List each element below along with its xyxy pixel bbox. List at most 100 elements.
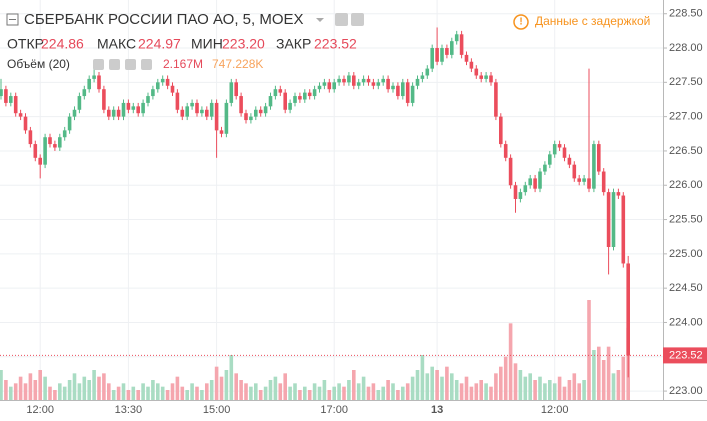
candle-body <box>38 157 42 165</box>
volume-bar <box>366 386 371 400</box>
volume-bar <box>425 373 430 400</box>
y-tick-label: 228.00 <box>669 42 703 54</box>
volume-bar <box>23 383 28 400</box>
volume-bar <box>616 370 621 400</box>
volume-bar <box>499 366 503 400</box>
candle-body <box>425 68 430 76</box>
volume-bar <box>175 376 180 400</box>
volume-bar <box>587 300 591 400</box>
volume-bar <box>288 386 292 400</box>
volume-eye-icon[interactable] <box>93 59 104 70</box>
close-label: ЗАКР <box>276 36 311 52</box>
y-tick-label: 224.50 <box>669 282 703 294</box>
volume-bar <box>518 370 523 400</box>
candle-body <box>611 192 616 247</box>
volume-bar <box>342 386 346 400</box>
candle-body <box>474 68 479 76</box>
volume-bar <box>92 370 96 400</box>
candle-body <box>587 178 591 189</box>
candle-body <box>606 192 611 247</box>
candle-body <box>508 157 513 186</box>
candle-body <box>33 144 38 158</box>
volume-bar <box>48 386 52 400</box>
volume-bar <box>327 390 332 400</box>
candle-body <box>489 75 493 83</box>
volume-bar <box>82 376 87 400</box>
candle-body <box>67 116 72 131</box>
volume-title: Объём (20) <box>7 57 70 71</box>
candle-body <box>62 130 67 138</box>
candle-body <box>459 34 464 55</box>
candle-body <box>263 106 268 114</box>
volume-bar <box>513 363 518 400</box>
volume-bar <box>234 373 238 400</box>
eye-icon[interactable] <box>335 13 348 26</box>
volume-bar <box>209 380 214 400</box>
candle-body <box>9 96 13 103</box>
volume-settings-icon[interactable] <box>109 59 120 70</box>
candle-body <box>254 109 258 117</box>
volume-bar <box>312 383 317 400</box>
candle-body <box>156 82 160 90</box>
volume-bar <box>459 383 464 400</box>
open-label: ОТКР <box>7 36 44 52</box>
high-value: 224.97 <box>138 36 181 52</box>
candle-body <box>48 137 52 145</box>
volume-bar <box>303 386 307 400</box>
volume-bar <box>440 376 444 400</box>
x-tick-label: 12:00 <box>541 404 569 416</box>
collapse-icon[interactable] <box>6 13 19 26</box>
candle-body <box>503 144 508 158</box>
volume-bar <box>224 370 229 400</box>
volume-bar <box>107 383 111 400</box>
volume-remove-icon[interactable] <box>141 59 152 70</box>
volume-bar <box>352 370 356 400</box>
volume-bar <box>567 380 572 400</box>
candle-body <box>523 185 528 193</box>
last-price-box <box>663 347 707 364</box>
candle-body <box>249 116 253 121</box>
candle-body <box>234 82 238 97</box>
volume-bar <box>185 390 189 400</box>
candle-body <box>116 109 121 117</box>
candle-body <box>533 178 537 189</box>
settings-icon[interactable] <box>351 13 364 26</box>
candle-body <box>557 144 562 148</box>
candle-body <box>494 82 498 117</box>
volume-bar <box>469 386 474 400</box>
candle-body <box>322 82 327 86</box>
candle-body <box>616 192 621 196</box>
candle-body <box>185 106 189 117</box>
y-tick-label: 225.00 <box>669 248 703 260</box>
volume-bar <box>244 383 248 400</box>
volume-bar <box>401 386 405 400</box>
volume-bar <box>249 386 253 400</box>
candle-body <box>214 102 219 131</box>
volume-bar <box>317 386 322 400</box>
volume-bar <box>0 370 3 400</box>
candle-body <box>415 78 420 86</box>
candle-body <box>337 78 341 83</box>
candle-body <box>513 185 518 199</box>
y-tick-label: 228.50 <box>669 8 703 20</box>
volume-bar <box>239 380 243 400</box>
y-tick-label: 223.00 <box>669 385 703 397</box>
x-tick-label: 12:00 <box>26 404 54 416</box>
volume-bar <box>371 383 376 400</box>
marks <box>0 27 663 400</box>
volume-bar <box>356 383 361 400</box>
candle-body <box>180 109 185 117</box>
candle-body <box>18 113 23 117</box>
dropdown-icon[interactable] <box>316 18 324 22</box>
candle-body <box>626 263 630 356</box>
y-tick-label: 227.00 <box>669 111 703 123</box>
volume-bar <box>582 380 586 400</box>
volume-bar <box>386 380 390 400</box>
volume-bar <box>332 386 336 400</box>
volume-bar <box>268 380 273 400</box>
candle-body <box>288 102 292 110</box>
volume-bar <box>219 376 224 400</box>
volume-add-icon[interactable] <box>125 59 136 70</box>
y-tick-label: 224.00 <box>669 316 703 328</box>
candle-body <box>469 61 474 69</box>
